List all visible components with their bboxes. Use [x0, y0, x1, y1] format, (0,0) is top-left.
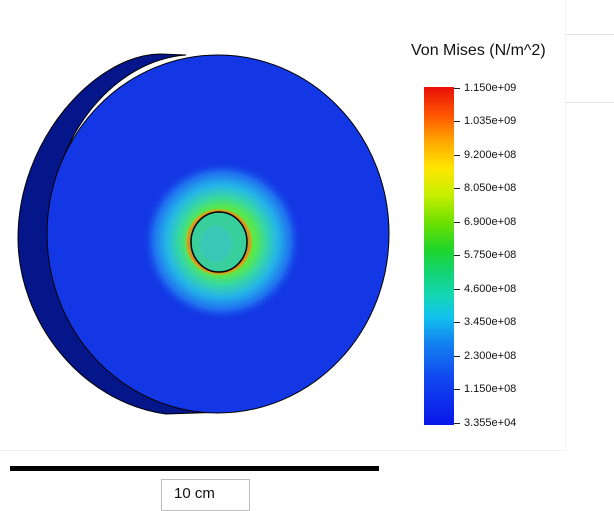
legend-tick-label: 9.200e+08 [464, 149, 517, 161]
panel-divider-lower [566, 102, 614, 103]
scale-bar [10, 466, 379, 471]
viewport-border [565, 0, 566, 450]
legend-tick-label: 1.150e+08 [464, 383, 517, 395]
legend-tick-label: 4.600e+08 [464, 283, 517, 295]
legend-tick [454, 356, 460, 357]
center-hole-inner [200, 226, 232, 262]
scale-label: 10 cm [174, 485, 215, 502]
legend-tick [454, 88, 460, 89]
stress-plot-model[interactable] [0, 0, 566, 450]
legend-tick-label: 3.355e+04 [464, 417, 517, 429]
legend-tick [454, 188, 460, 189]
legend-tick-label: 8.050e+08 [464, 182, 517, 194]
legend-tick [454, 389, 460, 390]
legend-tick [454, 121, 460, 122]
legend-tick [454, 322, 460, 323]
scale-label-box: 10 cm [161, 479, 250, 511]
color-scale-bar [424, 87, 454, 425]
panel-divider [566, 34, 614, 35]
legend-tick-label: 1.150e+09 [464, 82, 517, 94]
legend-tick [454, 255, 460, 256]
legend-tick [454, 155, 460, 156]
legend-tick [454, 423, 460, 424]
graphics-viewport[interactable] [0, 0, 566, 450]
legend-tick-label: 3.450e+08 [464, 316, 517, 328]
legend-title: Von Mises (N/m^2) [411, 42, 546, 59]
legend-tick-label: 5.750e+08 [464, 249, 517, 261]
legend-tick-label: 6.900e+08 [464, 216, 517, 228]
legend-tick [454, 289, 460, 290]
viewport-border-bottom [0, 450, 566, 451]
legend-tick-label: 1.035e+09 [464, 115, 517, 127]
legend-tick [454, 222, 460, 223]
legend-tick-label: 2.300e+08 [464, 350, 517, 362]
